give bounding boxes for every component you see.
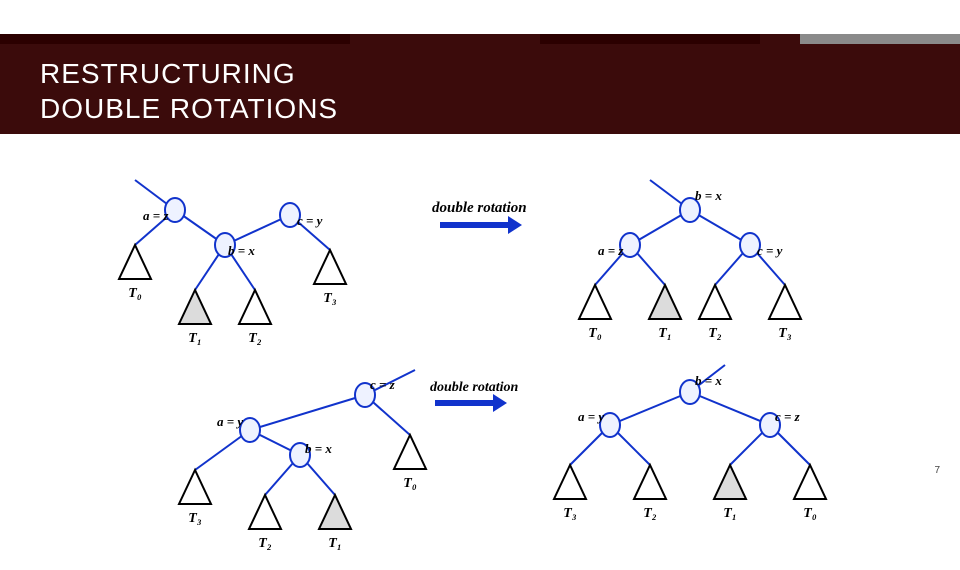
svg-text:b = x: b = x [305,441,332,456]
svg-text:T₀: T₀ [803,506,817,521]
arrow-label: double rotation [432,200,527,217]
svg-text:c = z: c = z [370,377,396,392]
tree-diagram: T₃ T₂ T₁ T₀ c = z a = y b = x [160,370,480,570]
tree-diagram: T₃ T₂ T₁ T₀ b = x a = y c = z [545,370,865,570]
svg-text:T₀: T₀ [588,326,602,341]
arrow [440,222,510,228]
svg-text:b = x: b = x [695,188,722,203]
svg-text:T₃: T₃ [778,326,792,341]
svg-text:T₃: T₃ [563,506,577,521]
svg-text:T₃: T₃ [323,291,337,306]
svg-text:a = y: a = y [217,414,243,429]
svg-text:a = z: a = z [143,208,169,223]
svg-text:T₃: T₃ [188,511,202,526]
svg-text:c = z: c = z [775,409,801,424]
svg-text:T₂: T₂ [258,536,272,551]
svg-text:c = y: c = y [757,243,783,258]
svg-text:T₁: T₁ [658,326,671,341]
page-number: 7 [934,465,940,476]
svg-text:T₂: T₂ [708,326,722,341]
tree-diagram: T₀ T₁ T₂ T₃ b = x a = z c = y [575,185,895,385]
svg-text:a = y: a = y [578,409,604,424]
svg-text:b = x: b = x [695,373,722,388]
header-bar-dark [0,34,350,44]
title-line2: DOUBLE ROTATIONS [40,93,338,124]
header-bar-dark [540,34,760,44]
page-title: RESTRUCTURING DOUBLE ROTATIONS [40,56,338,126]
svg-text:T₂: T₂ [248,331,262,346]
svg-text:b = x: b = x [228,243,255,258]
header-bar-gray [800,34,960,44]
svg-text:c = y: c = y [297,213,323,228]
svg-text:T₂: T₂ [643,506,657,521]
svg-text:T₁: T₁ [723,506,736,521]
tree-diagram: T₀ T₁ T₂ T₃ a = z b = x c = y [95,185,415,385]
svg-text:a = z: a = z [598,243,624,258]
svg-text:T₁: T₁ [188,331,201,346]
svg-text:T₁: T₁ [328,536,341,551]
svg-text:T₀: T₀ [128,286,142,301]
title-line1: RESTRUCTURING [40,58,296,89]
svg-text:T₀: T₀ [403,476,417,491]
